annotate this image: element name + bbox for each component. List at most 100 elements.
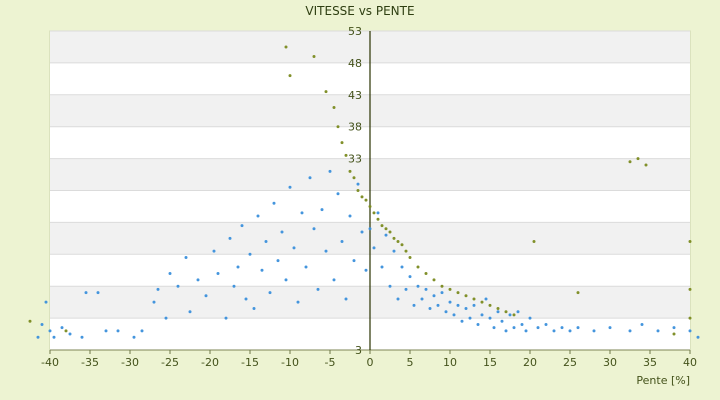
scatter-point: [488, 316, 492, 320]
scatter-point: [336, 192, 340, 196]
scatter-point: [640, 322, 644, 326]
scatter-point: [212, 249, 216, 253]
scatter-point: [372, 246, 376, 250]
scatter-point: [384, 233, 388, 237]
scatter-point: [156, 287, 160, 291]
scatter-point: [568, 329, 572, 333]
scatter-point: [408, 275, 412, 279]
scatter-point: [656, 329, 660, 333]
scatter-point: [688, 240, 692, 244]
x-tick-label: -10: [281, 356, 299, 369]
scatter-point: [372, 211, 376, 215]
scatter-point: [320, 208, 324, 212]
scatter-point: [392, 236, 396, 240]
scatter-point: [424, 287, 428, 291]
scatter-point: [432, 294, 436, 298]
scatter-point: [36, 335, 40, 339]
scatter-point: [544, 322, 548, 326]
scatter-point: [376, 211, 380, 215]
scatter-point: [492, 326, 496, 330]
scatter-point: [284, 278, 288, 282]
x-axis-label: Pente [%]: [636, 374, 690, 387]
x-tick-label: 10: [443, 356, 457, 369]
scatter-point: [356, 182, 360, 186]
x-tick-label: 20: [523, 356, 537, 369]
scatter-point: [688, 316, 692, 320]
scatter-point: [224, 316, 228, 320]
scatter-point: [276, 259, 280, 263]
scatter-point: [484, 297, 488, 301]
scatter-point: [576, 326, 580, 330]
scatter-point: [392, 249, 396, 253]
scatter-point: [456, 303, 460, 307]
scatter-point: [140, 329, 144, 333]
scatter-point: [332, 106, 336, 110]
scatter-point: [400, 265, 404, 269]
x-tick-label: -30: [121, 356, 139, 369]
scatter-point: [364, 268, 368, 272]
x-tick-label: 40: [683, 356, 697, 369]
scatter-point: [512, 313, 516, 317]
scatter-point: [340, 240, 344, 244]
scatter-point: [672, 332, 676, 336]
scatter-point: [168, 271, 172, 275]
scatter-point: [384, 227, 388, 231]
scatter-point: [240, 224, 244, 228]
y-tick-label: 43: [348, 89, 362, 102]
scatter-point: [312, 55, 316, 59]
scatter-point: [496, 310, 500, 314]
scatter-point: [480, 300, 484, 304]
scatter-point: [312, 227, 316, 231]
scatter-point: [500, 319, 504, 323]
x-tick-label: 30: [603, 356, 617, 369]
scatter-point: [284, 45, 288, 49]
scatter-point: [356, 189, 360, 192]
scatter-point: [444, 310, 448, 314]
x-tick-label: 25: [563, 356, 577, 369]
scatter-point: [644, 163, 648, 167]
scatter-point: [324, 90, 328, 94]
scatter-point: [508, 313, 512, 317]
scatter-point: [400, 243, 404, 247]
scatter-point: [472, 303, 476, 307]
scatter-point: [528, 316, 532, 320]
scatter-point: [516, 310, 520, 314]
y-tick-label: 53: [348, 25, 362, 38]
scatter-point: [80, 335, 84, 339]
scatter-point: [560, 326, 564, 330]
scatter-point: [388, 284, 392, 288]
chart-title: VITESSE vs PENTE: [305, 4, 414, 18]
scatter-point: [480, 313, 484, 317]
scatter-point: [432, 278, 436, 282]
x-tick-label: -5: [325, 356, 336, 369]
y-tick-label: 3: [355, 344, 362, 357]
x-tick-label: 5: [407, 356, 414, 369]
scatter-point: [464, 294, 468, 298]
scatter-point: [332, 278, 336, 282]
scatter-point: [404, 249, 408, 253]
scatter-point: [64, 329, 68, 333]
scatter-point: [132, 335, 136, 339]
scatter-point: [416, 265, 420, 269]
scatter-point: [96, 291, 100, 295]
scatter-point: [448, 300, 452, 304]
scatter-point: [476, 322, 480, 326]
scatter-point: [364, 198, 368, 202]
x-tick-label: -20: [201, 356, 219, 369]
scatter-point: [428, 307, 432, 311]
scatter-point: [344, 153, 348, 157]
scatter-point: [116, 329, 120, 333]
scatter-point: [440, 291, 444, 295]
scatter-point: [176, 284, 180, 288]
scatter-point: [348, 214, 352, 218]
scatter-point: [60, 326, 64, 330]
x-tick-label: -40: [41, 356, 59, 369]
scatter-point: [404, 287, 408, 291]
scatter-point: [388, 230, 392, 234]
scatter-point: [448, 287, 452, 291]
scatter-point: [496, 307, 500, 311]
scatter-point: [252, 307, 256, 311]
scatter-point: [288, 74, 292, 78]
scatter-point: [360, 195, 364, 199]
